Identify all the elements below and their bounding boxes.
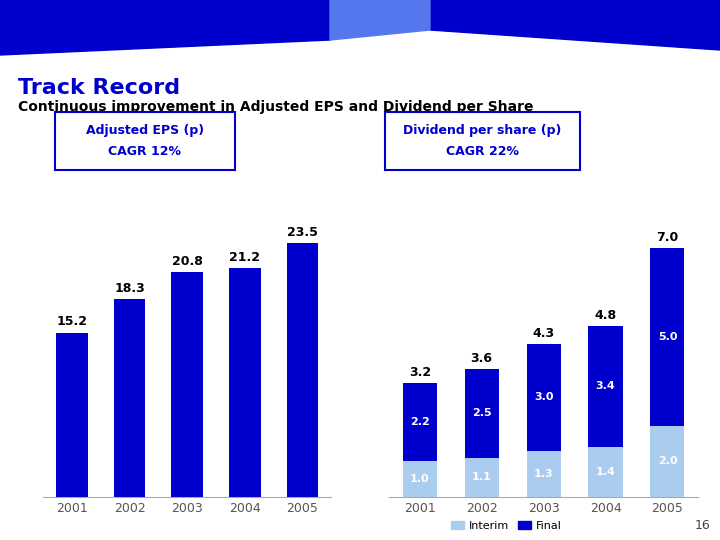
Text: 1.3: 1.3 [534,469,554,478]
Text: 20.8: 20.8 [172,255,202,268]
Polygon shape [0,0,330,55]
Legend: Interim, Final: Interim, Final [446,516,566,535]
Bar [402,461,437,497]
Bar [464,369,499,458]
Text: 4.8: 4.8 [595,309,616,322]
Text: 2.0: 2.0 [657,456,678,466]
Bar [526,450,561,497]
Text: 21.2: 21.2 [229,251,261,264]
Text: 1.0: 1.0 [410,474,430,484]
Text: 2.5: 2.5 [472,408,492,418]
Bar [588,447,623,497]
Text: 1.1: 1.1 [472,472,492,482]
Bar [55,112,235,170]
Bar [650,248,685,426]
Polygon shape [330,0,430,40]
Text: 1.4: 1.4 [595,467,616,477]
Text: 4.3: 4.3 [533,327,554,340]
Text: Adjusted EPS (p): Adjusted EPS (p) [86,124,204,137]
Polygon shape [430,0,720,50]
Bar [588,326,623,447]
Text: 3.0: 3.0 [534,392,554,402]
Text: 3.6: 3.6 [471,352,492,365]
Bar [229,268,261,497]
Text: 2.2: 2.2 [410,417,430,427]
Text: 23.5: 23.5 [287,226,318,239]
Bar [402,383,437,461]
Bar [114,299,145,497]
Bar [526,344,561,450]
Text: 18.3: 18.3 [114,282,145,295]
Text: Track Record: Track Record [18,78,180,98]
Text: 15.2: 15.2 [56,315,88,328]
Text: CAGR 22%: CAGR 22% [446,145,519,158]
Text: 3.2: 3.2 [409,366,431,379]
Text: 16: 16 [694,519,710,532]
Bar [171,272,203,497]
Text: 3.4: 3.4 [595,381,616,391]
Text: Dividend per share (p): Dividend per share (p) [403,124,562,137]
Text: CAGR 12%: CAGR 12% [109,145,181,158]
Text: Continuous improvement in Adjusted EPS and Dividend per Share: Continuous improvement in Adjusted EPS a… [18,100,534,114]
Text: 7.0: 7.0 [657,231,678,244]
Text: 5.0: 5.0 [657,332,678,342]
Bar [650,426,685,497]
Bar [56,333,88,497]
Bar [287,243,318,497]
Bar [464,458,499,497]
Bar [385,112,580,170]
